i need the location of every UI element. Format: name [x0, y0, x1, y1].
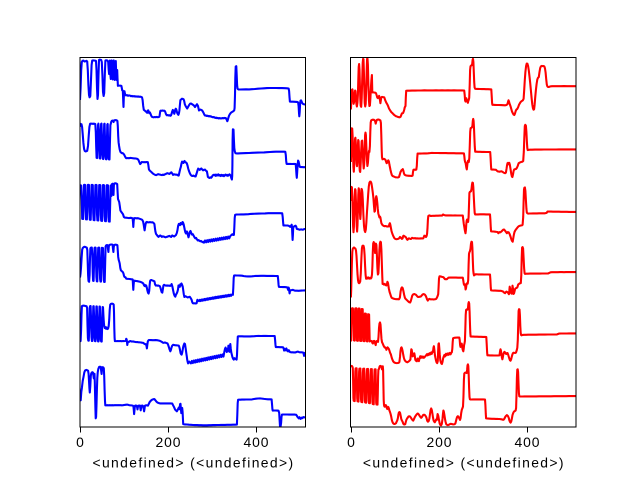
svg-text:200: 200: [426, 434, 452, 450]
svg-text:0: 0: [347, 434, 356, 450]
svg-text:<undefined> (<undefined>): <undefined> (<undefined>): [92, 455, 293, 471]
svg-text:0: 0: [76, 434, 85, 450]
svg-text:400: 400: [514, 434, 540, 450]
svg-text:200: 200: [155, 434, 181, 450]
svg-text:<undefined> (<undefined>): <undefined> (<undefined>): [363, 455, 564, 471]
svg-text:400: 400: [243, 434, 269, 450]
